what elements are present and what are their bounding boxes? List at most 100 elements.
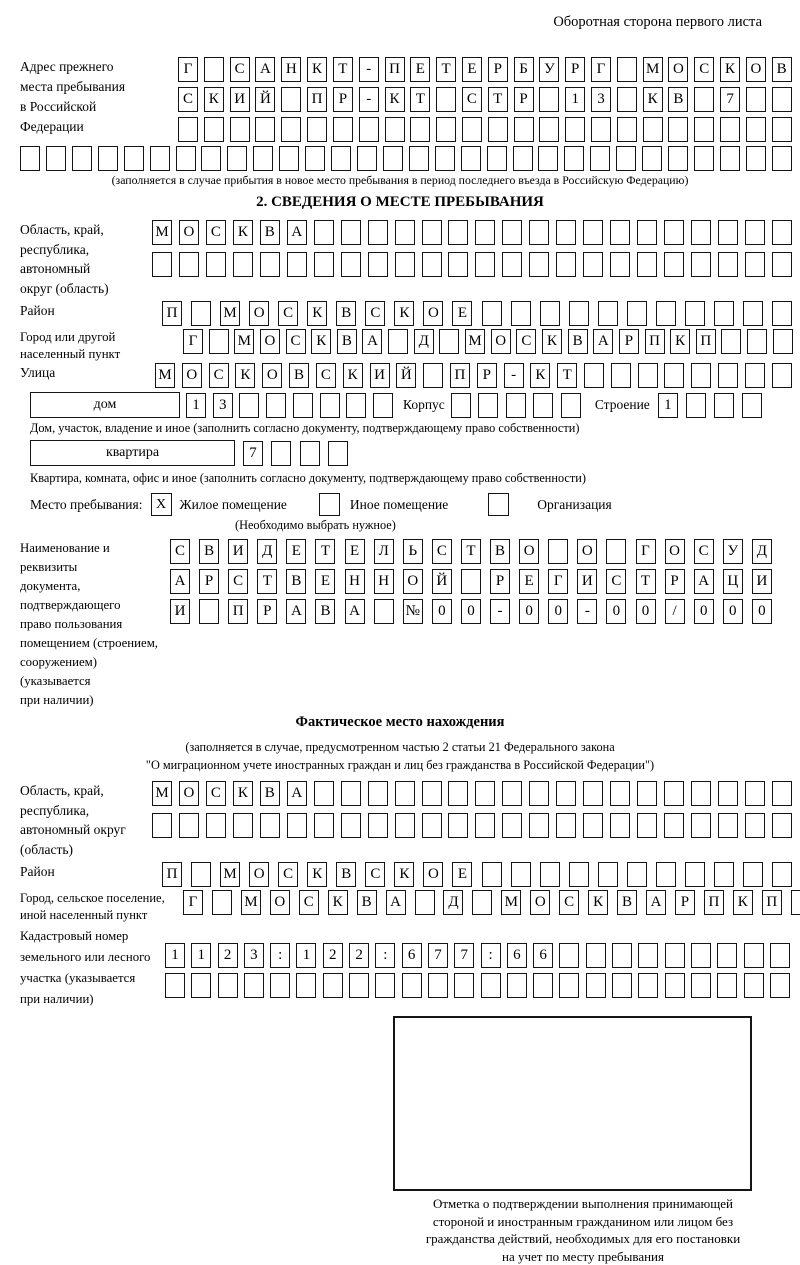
char-cell[interactable]: П [162,301,182,326]
char-cell[interactable] [743,943,764,968]
char-cell[interactable] [332,117,353,142]
char-cell[interactable]: 0 [460,599,481,624]
char-cell[interactable] [373,599,394,624]
char-cell[interactable]: Р [199,569,220,594]
char-cell[interactable] [533,973,554,998]
char-cell[interactable] [744,220,765,245]
char-cell[interactable]: О [249,301,270,326]
char-cell[interactable]: Н [281,57,302,82]
char-cell[interactable]: Р [664,569,685,594]
char-cell[interactable]: Е [452,862,473,887]
char-cell[interactable] [436,117,457,142]
char-cell[interactable] [742,862,763,887]
char-cell[interactable]: 1 [565,87,586,112]
char-cell[interactable] [744,813,765,838]
char-cell[interactable] [637,781,658,806]
char-cell[interactable] [191,862,212,887]
char-cell[interactable] [487,117,508,142]
char-cell[interactable]: М [155,363,175,388]
char-cell[interactable] [421,781,442,806]
char-cell[interactable] [771,363,792,388]
char-cell[interactable] [434,146,455,171]
char-cell[interactable]: Т [436,57,457,82]
char-cell[interactable] [506,973,527,998]
char-cell[interactable]: 3 [591,87,611,112]
char-cell[interactable]: О [269,890,290,915]
char-cell[interactable] [382,146,403,171]
char-cell[interactable]: 1 [296,943,317,968]
char-cell[interactable]: 6 [401,943,422,968]
char-cell[interactable]: О [259,329,280,354]
char-cell[interactable]: И [369,363,390,388]
char-cell[interactable]: О [668,57,689,82]
char-cell[interactable] [637,220,658,245]
char-cell[interactable]: С [431,539,452,564]
char-cell[interactable] [123,146,144,171]
char-cell[interactable] [539,862,560,887]
char-cell[interactable]: 0 [548,599,569,624]
char-cell[interactable] [292,392,313,418]
char-cell[interactable]: П [162,862,182,887]
char-cell[interactable]: П [307,87,328,112]
char-cell[interactable] [747,329,768,354]
char-cell[interactable]: : [480,943,501,968]
char-cell[interactable] [71,146,92,171]
char-cell[interactable]: С [516,329,537,354]
char-cell[interactable]: С [694,57,715,82]
char-cell[interactable] [539,117,560,142]
char-cell[interactable] [585,973,606,998]
char-cell[interactable] [744,252,765,277]
char-cell[interactable]: В [199,539,220,564]
char-cell[interactable] [529,220,550,245]
char-cell[interactable]: С [229,57,250,82]
char-cell[interactable]: Р [332,87,353,112]
char-cell[interactable] [232,252,253,277]
char-cell[interactable] [513,117,534,142]
char-cell[interactable] [583,252,604,277]
checkbox-organization[interactable] [488,493,510,516]
char-cell[interactable]: И [229,87,250,112]
char-cell[interactable] [548,539,569,564]
char-cell[interactable]: В [490,539,511,564]
char-cell[interactable] [502,781,523,806]
char-cell[interactable] [691,363,712,388]
char-cell[interactable]: О [745,57,766,82]
char-cell[interactable]: М [152,220,172,245]
char-cell[interactable] [239,392,260,418]
char-cell[interactable] [626,862,647,887]
char-cell[interactable] [394,220,415,245]
char-cell[interactable] [448,781,469,806]
char-cell[interactable] [178,117,198,142]
char-cell[interactable] [229,117,250,142]
char-cell[interactable] [178,813,199,838]
char-cell[interactable] [610,363,631,388]
char-cell[interactable]: О [530,890,551,915]
char-cell[interactable]: О [181,363,202,388]
char-cell[interactable] [690,973,711,998]
char-cell[interactable]: В [617,890,638,915]
char-cell[interactable]: К [232,781,253,806]
char-cell[interactable]: Р [618,329,639,354]
char-cell[interactable] [423,363,444,388]
char-cell[interactable] [745,146,766,171]
char-cell[interactable]: Д [413,329,434,354]
char-cell[interactable]: У [539,57,560,82]
char-cell[interactable]: А [344,599,365,624]
char-cell[interactable]: К [203,87,224,112]
char-cell[interactable]: К [235,363,256,388]
char-cell[interactable] [655,862,676,887]
char-cell[interactable] [281,117,302,142]
char-cell[interactable] [475,781,496,806]
char-cell[interactable] [305,146,326,171]
char-cell[interactable] [717,943,738,968]
char-cell[interactable] [637,813,658,838]
char-cell[interactable] [638,973,659,998]
char-cell[interactable] [478,392,499,418]
char-cell[interactable]: 0 [431,599,452,624]
char-cell[interactable] [243,973,264,998]
char-cell[interactable] [421,252,442,277]
char-cell[interactable]: А [286,781,307,806]
char-cell[interactable]: Е [315,569,336,594]
char-cell[interactable] [568,862,589,887]
char-cell[interactable]: А [385,890,406,915]
